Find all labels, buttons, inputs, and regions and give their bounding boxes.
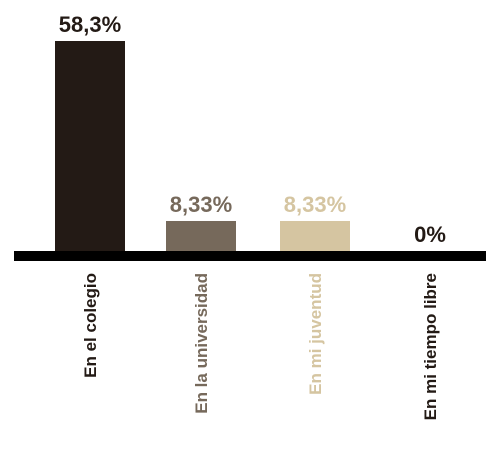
bars-group	[55, 41, 350, 251]
value-label-2: 8,33%	[170, 192, 232, 217]
x-axis-baseline	[14, 251, 486, 261]
bar-1	[55, 41, 125, 251]
value-label-3: 8,33%	[284, 192, 346, 217]
value-labels-group: 58,3% 8,33% 8,33% 0%	[59, 12, 446, 247]
bar-2	[166, 220, 236, 251]
category-label-2: En la universidad	[192, 273, 211, 414]
category-label-3: En mi juventud	[306, 273, 325, 395]
value-label-4: 0%	[414, 222, 446, 247]
category-labels-group: En el colegio En la universidad En mi juve…	[81, 273, 440, 420]
value-label-1: 58,3%	[59, 12, 121, 37]
bar-3	[280, 220, 350, 251]
category-label-1: En el colegio	[81, 273, 100, 378]
category-label-4: En mi tiempo libre	[421, 273, 440, 420]
